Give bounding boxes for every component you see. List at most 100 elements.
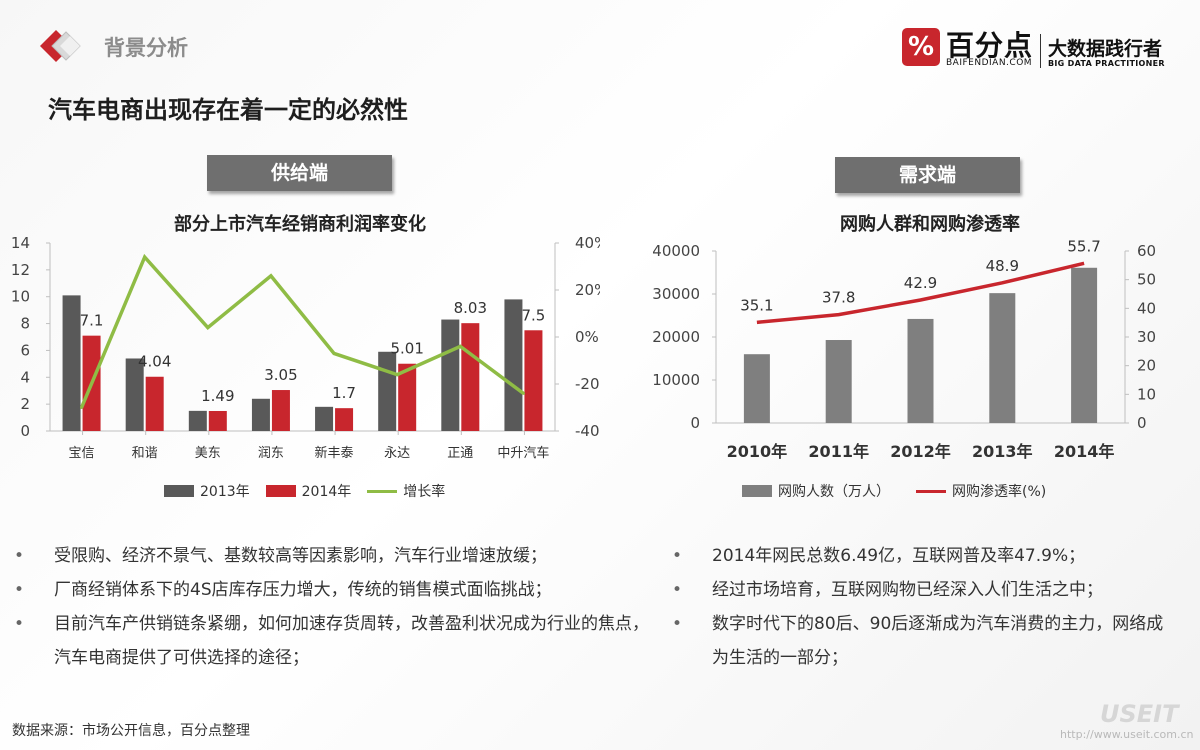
- legend-swatch-penetration: [916, 489, 946, 493]
- list-item: 厂商经销体系下的4S店库存压力增大，传统的销售模式面临挑战；: [14, 573, 654, 607]
- y2-tick-label: 50: [1137, 271, 1156, 289]
- legend-swatch-growth: [367, 489, 398, 493]
- bar-2013: [378, 351, 397, 431]
- bar-2013: [251, 398, 270, 431]
- bar-online-users: [1071, 267, 1098, 423]
- data-label: 42.9: [904, 274, 937, 292]
- bar-2014: [524, 330, 543, 431]
- bar-online-users: [989, 293, 1016, 423]
- y2-tick-label: 30: [1137, 328, 1156, 346]
- data-label: 5.01: [390, 340, 423, 358]
- y-tick-label: 20000: [652, 328, 700, 346]
- growth-rate-point: [395, 373, 399, 377]
- chart1-legend: 2013年 2014年 增长率: [164, 481, 445, 501]
- x-tick-label: 宝信: [69, 446, 95, 461]
- x-tick-label: 和谐: [132, 446, 158, 461]
- brand-name: 百分点: [946, 29, 1034, 62]
- data-label: 48.9: [986, 257, 1019, 275]
- x-tick-label: 2014年: [1054, 442, 1115, 461]
- bar-online-users: [907, 318, 934, 423]
- y-tick-label: 10000: [652, 371, 700, 389]
- x-tick-label: 2012年: [890, 442, 951, 461]
- legend-swatch-2013: [164, 485, 194, 497]
- y2-tick-label: -40%: [575, 422, 600, 440]
- x-tick-label: 2010年: [727, 442, 788, 461]
- data-label: 37.8: [822, 289, 855, 307]
- x-tick-label: 美东: [195, 446, 221, 461]
- y-tick-label: 10: [11, 288, 30, 306]
- y-tick-label: 14: [11, 234, 30, 252]
- y2-tick-label: 0%: [575, 328, 599, 346]
- growth-rate-point: [143, 255, 147, 259]
- legend-label-2014: 2014年: [301, 484, 352, 500]
- x-tick-label: 中升汽车: [497, 445, 549, 461]
- chart2-legend: 网购人数（万人） 网购渗透率(%): [742, 481, 1046, 501]
- section-label: 背景分析: [104, 36, 188, 60]
- bar-2014: [398, 363, 417, 431]
- chart1-title: 部分上市汽车经销商利润率变化: [174, 214, 426, 235]
- x-tick-label: 2013年: [972, 442, 1033, 461]
- y-tick-label: 30000: [652, 285, 700, 303]
- bar-2013: [315, 406, 334, 431]
- legend-swatch-users: [742, 485, 772, 497]
- demand-bullets: 2014年网民总数6.49亿，互联网普及率47.9%； 经过市场培育，互联网购物…: [672, 539, 1172, 675]
- data-label: 7.5: [522, 306, 546, 324]
- bar-2013: [125, 358, 144, 431]
- legend-swatch-2014: [265, 485, 296, 497]
- growth-rate-point: [332, 351, 336, 355]
- demand-tag: 需求端: [835, 157, 1020, 193]
- bar-2014: [335, 408, 354, 431]
- data-label: 55.7: [1067, 237, 1100, 255]
- growth-rate-point: [269, 274, 273, 278]
- data-label: 8.03: [454, 299, 487, 317]
- list-item: 目前汽车产供销链条紧绷，如何加速存货周转，改善盈利状况成为行业的焦点，汽车电商提…: [14, 607, 654, 675]
- list-item: 受限购、经济不景气、基数较高等因素影响，汽车行业增速放缓；: [14, 539, 654, 573]
- page-title: 汽车电商出现存在着一定的必然性: [48, 96, 408, 124]
- brand-url: BAIFENDIAN.COM: [946, 58, 1033, 68]
- y-tick-label: 4: [20, 368, 30, 386]
- bar-2013: [504, 299, 523, 431]
- brand-slogan-en: BIG DATA PRACTITIONER: [1048, 59, 1165, 68]
- list-item: 2014年网民总数6.49亿，互联网普及率47.9%；: [672, 539, 1172, 573]
- brand-logo-icon: %: [902, 28, 940, 66]
- y2-tick-label: 0: [1137, 414, 1147, 432]
- y2-tick-label: 20: [1137, 357, 1156, 375]
- data-label: 4.04: [138, 353, 171, 371]
- legend-label-growth: 增长率: [403, 484, 446, 500]
- supply-bullets: 受限购、经济不景气、基数较高等因素影响，汽车行业增速放缓； 厂商经销体系下的4S…: [14, 539, 654, 675]
- growth-rate-point: [458, 344, 462, 348]
- y2-tick-label: 20%: [575, 281, 600, 299]
- watermark-url: http://www.useit.com.cn: [1060, 728, 1194, 741]
- bar-2013: [62, 295, 81, 431]
- y-tick-label: 6: [20, 341, 30, 359]
- y-tick-label: 8: [20, 315, 30, 333]
- x-tick-label: 2011年: [808, 442, 869, 461]
- growth-rate-point: [206, 326, 210, 330]
- bar-2013: [188, 410, 207, 431]
- y-tick-label: 2: [20, 395, 30, 413]
- x-tick-label: 新丰泰: [315, 445, 354, 461]
- bar-2014: [461, 323, 480, 431]
- data-label: 7.1: [80, 312, 104, 330]
- data-source: 数据来源：市场公开信息，百分点整理: [12, 723, 250, 739]
- legend-label-users: 网购人数（万人）: [778, 484, 890, 500]
- legend-label-penetration: 网购渗透率(%): [952, 484, 1047, 500]
- supply-tag: 供给端: [207, 155, 392, 191]
- x-tick-label: 永达: [384, 446, 410, 461]
- bar-2014: [145, 376, 164, 431]
- online-shopping-chart: 0 10000 20000 30000 40000 0 10 20 30 40 50 60 2010年 3…: [652, 237, 1156, 461]
- y2-tick-label: -20%: [575, 375, 600, 393]
- growth-rate-line: [79, 253, 525, 409]
- brand-slogan: 大数据践行者: [1048, 38, 1163, 60]
- data-label: 1.49: [201, 387, 234, 405]
- y-tick-label: 0: [20, 422, 30, 440]
- data-label: 35.1: [740, 296, 773, 314]
- profit-margin-chart: 0 2 4 6 8 10 12 14 -40% -20% 0% 20% 40% 7.1 宝信 4.04 和谐 1.…: [11, 234, 600, 461]
- bar-online-users: [825, 340, 852, 423]
- data-label: 3.05: [264, 366, 297, 384]
- growth-rate-point: [80, 406, 84, 409]
- y2-tick-label: 60: [1137, 242, 1156, 260]
- y2-tick-label: 40: [1137, 299, 1156, 317]
- y-tick-label: 40000: [652, 242, 700, 260]
- bar-2013: [441, 319, 460, 431]
